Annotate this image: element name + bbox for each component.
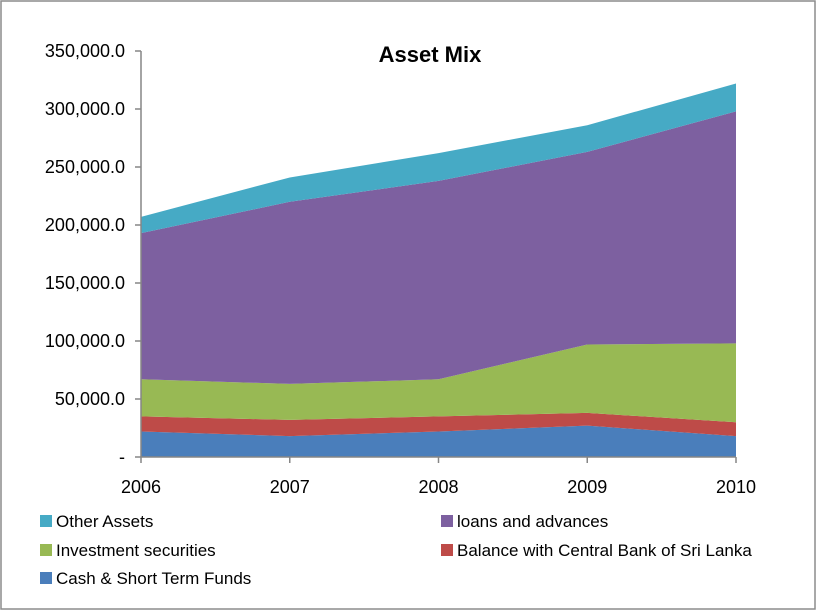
legend-swatch [441,544,453,556]
y-tick-label: 50,000.0 [55,389,125,409]
legend-item-other-assets: Other Assets [40,512,153,531]
legend-item-loans-and-advances: loans and advances [441,512,608,531]
legend-label: Other Assets [56,512,153,531]
y-tick-label: 100,000.0 [45,331,125,351]
legend-label: loans and advances [457,512,608,531]
y-tick-label: 150,000.0 [45,273,125,293]
legend: Other Assets loans and advances Investment… [40,512,752,588]
x-tick-label: 2010 [716,477,756,497]
x-tick-label: 2007 [270,477,310,497]
legend-swatch [441,515,453,527]
y-tick-label: - [119,447,125,467]
area-investment-securities [141,343,736,423]
legend-swatch [40,515,52,527]
legend-swatch [40,572,52,584]
legend-item-cash-short-term-funds: Cash & Short Term Funds [40,569,251,588]
y-tick-label: 250,000.0 [45,157,125,177]
y-tick-label: 300,000.0 [45,99,125,119]
areas-layer [141,83,736,457]
axes-layer [135,50,737,463]
y-tick-label: 200,000.0 [45,215,125,235]
labels-layer: - 50,000.0 100,000.0 150,000.0 200,000.0 250,… [45,41,756,497]
x-tick-label: 2008 [418,477,458,497]
area-balance-with-central-bank-of-sri-lanka [141,412,736,437]
x-tick-label: 2009 [567,477,607,497]
area-other-assets [141,83,736,234]
legend-swatch [40,544,52,556]
area-loans-and-advances [141,111,736,384]
legend-label: Balance with Central Bank of Sri Lanka [457,541,752,560]
legend-label: Investment securities [56,541,216,560]
area-cash-short-term-funds [141,425,736,457]
y-tick-label: 350,000.0 [45,41,125,61]
x-tick-label: 2006 [121,477,161,497]
legend-label: Cash & Short Term Funds [56,569,251,588]
legend-item-balance-with-central-bank-of-sri-lanka: Balance with Central Bank of Sri Lanka [441,541,752,560]
chart-title: Asset Mix [379,42,482,67]
legend-item-investment-securities: Investment securities [40,541,216,560]
